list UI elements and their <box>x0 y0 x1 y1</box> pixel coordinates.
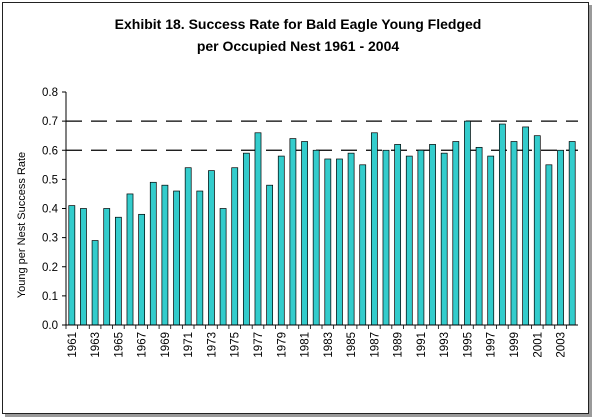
chart-title-line-1: Exhibit 18. Success Rate for Bald Eagle … <box>115 16 482 32</box>
bar-1973 <box>208 170 215 326</box>
chart-frame: Exhibit 18. Success Rate for Bald Eagle … <box>2 2 589 414</box>
x-tick-label-1977: 1977 <box>253 332 265 358</box>
bar-1999 <box>510 141 518 326</box>
bar-2001 <box>533 135 541 326</box>
chart-title-line-2: per Occupied Nest 1961 - 2004 <box>197 38 400 54</box>
x-tick-label-1975: 1975 <box>230 332 242 358</box>
y-tick-labels: 0.0 0.1 0.2 0.3 0.4 0.5 0.6 0.7 0.8 <box>42 87 59 332</box>
y-tick-label-6: 0.6 <box>42 145 58 157</box>
x-tick-label-1967: 1967 <box>137 332 149 358</box>
y-tick-label-2: 0.2 <box>42 262 58 274</box>
bar-1978 <box>266 184 274 326</box>
bar-1971 <box>184 167 192 326</box>
bar-1963 <box>91 240 99 326</box>
x-tick-label-1987: 1987 <box>369 332 381 358</box>
y-tick-label-4: 0.4 <box>42 204 59 216</box>
bar-1986 <box>359 164 367 326</box>
x-tick-label-1973: 1973 <box>206 332 218 358</box>
bar-2002 <box>545 164 553 326</box>
y-axis-title: Young per Nest Success Rate <box>16 152 28 298</box>
bar-1990 <box>405 155 413 326</box>
bar-1991 <box>417 149 425 326</box>
x-tick-label-1999: 1999 <box>509 332 521 358</box>
x-tick-label-1983: 1983 <box>323 332 335 358</box>
bar-1980 <box>289 138 297 326</box>
bar-1996 <box>475 146 483 326</box>
bar-1966 <box>126 193 134 326</box>
bar-1975 <box>231 167 239 326</box>
bar-1994 <box>452 141 460 326</box>
y-tick-label-1: 0.1 <box>42 291 58 303</box>
x-tick-label-2003: 2003 <box>556 332 568 358</box>
bars <box>68 120 576 326</box>
bar-1961 <box>68 205 76 326</box>
bar-1974 <box>219 208 227 326</box>
y-tick-label-8: 0.8 <box>42 87 58 99</box>
x-tick-label-1991: 1991 <box>416 332 428 358</box>
x-tick-label-1997: 1997 <box>486 332 498 358</box>
y-tick-label-0: 0.0 <box>42 320 58 332</box>
bar-1965 <box>114 216 122 326</box>
bar-1993 <box>440 152 448 326</box>
axes <box>62 91 578 329</box>
bar-2004 <box>568 141 576 326</box>
bar-1987 <box>370 132 378 326</box>
bar-2000 <box>522 126 530 326</box>
bar-1984 <box>336 158 343 326</box>
bar-1985 <box>347 152 355 326</box>
bar-1964 <box>103 208 111 326</box>
bar-1962 <box>80 208 87 326</box>
x-tick-label-1985: 1985 <box>346 332 358 358</box>
x-tick-label-1995: 1995 <box>462 332 474 358</box>
x-tick-label-2001: 2001 <box>532 332 544 358</box>
y-tick-label-5: 0.5 <box>42 174 58 186</box>
x-tick-label-1989: 1989 <box>393 332 405 358</box>
bar-1998 <box>498 123 506 326</box>
x-tick-label-1969: 1969 <box>160 332 172 358</box>
x-tick-labels: 1961 1963 1965 1967 1969 1971 1973 1975 1977 1979… <box>67 332 568 358</box>
y-tick-label-3: 0.3 <box>42 233 58 245</box>
bar-1995 <box>464 120 471 326</box>
bar-chart: Exhibit 18. Success Rate for Bald Eagle … <box>16 16 578 358</box>
bar-1979 <box>277 155 285 326</box>
bar-1981 <box>301 141 308 326</box>
y-tick-label-7: 0.7 <box>42 116 58 128</box>
bar-1988 <box>382 149 390 326</box>
bar-1967 <box>138 213 146 326</box>
bar-1983 <box>324 158 332 326</box>
bar-1997 <box>487 155 495 326</box>
bar-1977 <box>254 132 262 326</box>
bar-1970 <box>173 190 180 326</box>
bar-1982 <box>312 149 320 326</box>
bar-1972 <box>196 190 204 326</box>
x-tick-label-1971: 1971 <box>183 332 195 358</box>
bar-2003 <box>557 149 564 326</box>
bar-1968 <box>149 181 157 326</box>
x-tick-label-1979: 1979 <box>276 332 288 358</box>
bar-1989 <box>394 144 402 326</box>
x-tick-label-1981: 1981 <box>300 332 312 358</box>
x-tick-label-1993: 1993 <box>439 332 451 358</box>
x-tick-label-1963: 1963 <box>90 332 102 358</box>
bar-1976 <box>242 152 250 326</box>
bar-1992 <box>429 144 436 326</box>
gridlines <box>66 120 578 151</box>
x-tick-label-1961: 1961 <box>67 332 79 358</box>
bar-1969 <box>161 184 169 326</box>
x-tick-label-1965: 1965 <box>113 332 125 358</box>
